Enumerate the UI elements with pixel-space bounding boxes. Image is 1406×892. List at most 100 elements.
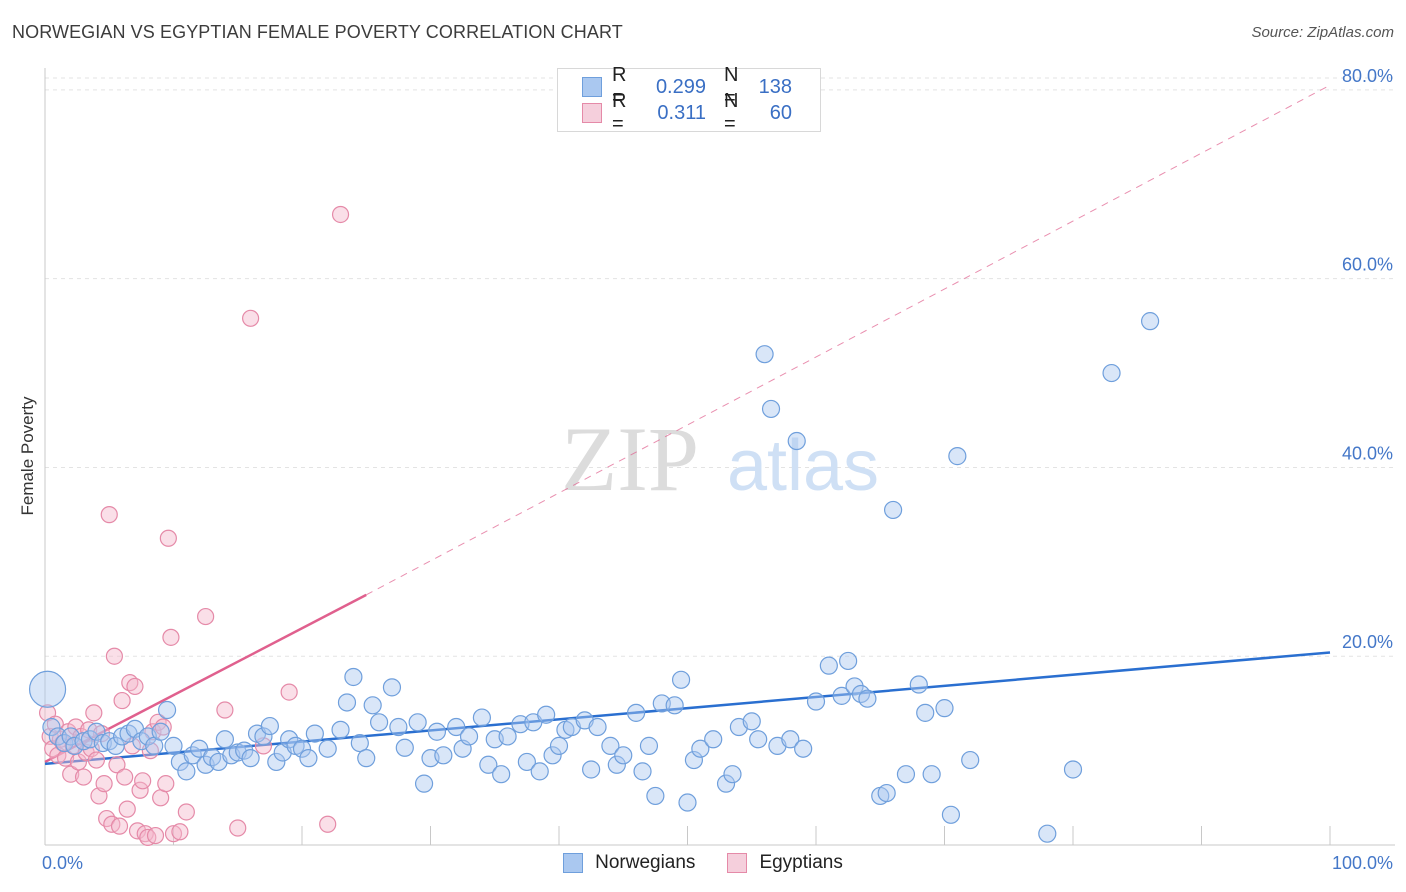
norwegians-point [389, 717, 408, 737]
chart-title: NORWEGIAN VS EGYPTIAN FEMALE POVERTY COR… [12, 22, 623, 42]
legend-row-norwegians: R = 0.299 N = 138 [582, 64, 792, 109]
watermark-atlas: atlas [727, 426, 879, 506]
egyptians-point [134, 772, 152, 790]
legend-n-label: N = [724, 90, 739, 135]
egyptians-point [164, 825, 183, 843]
series-swatch-egyptians [727, 853, 748, 873]
norwegians-point [164, 736, 183, 755]
norwegians-point [357, 749, 376, 768]
legend-r-label: R = [612, 64, 627, 109]
norwegians-point [292, 739, 312, 758]
norwegians-point [498, 727, 517, 746]
series-legend-norwegians: Norwegians [563, 852, 695, 874]
norwegians-point [761, 399, 781, 419]
norwegians-point [447, 717, 466, 737]
norwegians-point [459, 727, 479, 746]
norwegians-point [183, 746, 202, 765]
norwegians-point [941, 805, 961, 824]
norwegians-point [749, 730, 768, 749]
norwegians-point [883, 500, 903, 520]
norwegians-point [337, 693, 357, 712]
egyptians-point [100, 506, 118, 524]
egyptians-point [118, 800, 136, 818]
norwegians-point [742, 712, 761, 731]
norwegians-point [549, 736, 569, 755]
norwegians-point [806, 692, 826, 711]
norwegians-point [280, 730, 299, 749]
egyptians-point [177, 803, 195, 821]
norwegians-point [1063, 760, 1083, 779]
egyptians-point [216, 701, 234, 719]
norwegians-point [235, 741, 254, 760]
norwegians-point [704, 730, 723, 749]
norwegians-point [755, 345, 774, 364]
norwegians-point [646, 786, 665, 806]
norwegians-point [922, 765, 941, 784]
norwegians-point [832, 686, 851, 705]
egyptians-point [159, 529, 177, 547]
legend-row-egyptians: R = 0.311 N = 60 [582, 90, 792, 135]
egyptians-point [171, 823, 189, 841]
norwegians-point [639, 736, 659, 755]
egyptians-point [126, 677, 144, 696]
series-legend: Norwegians Egyptians [0, 852, 1406, 874]
norwegians-point [241, 749, 260, 768]
y-tick-label: 20.0% [1342, 632, 1393, 652]
norwegians-point [260, 716, 279, 736]
norwegians-point [28, 670, 67, 708]
watermark: ZIP atlas [561, 408, 879, 510]
norwegians-point [607, 755, 626, 774]
egyptians-point [331, 205, 350, 224]
norwegians-point [106, 736, 125, 755]
norwegians-point [344, 667, 363, 687]
norwegians-point [74, 732, 93, 751]
legend-n-value: 60 [769, 101, 792, 124]
norwegians-point [948, 447, 967, 466]
norwegians-point [819, 656, 838, 675]
tick-labels: 20.0% 40.0% 60.0% 80.0% 0.0% 100.0% [42, 66, 1393, 873]
egyptians-point [113, 691, 131, 710]
norwegians-point [678, 793, 697, 812]
norwegians-point [267, 752, 286, 772]
norwegians-point [299, 749, 318, 768]
norwegians-point [479, 755, 498, 774]
norwegians-point [691, 739, 710, 758]
egyptians-point [146, 826, 165, 845]
norwegians-trend-line [44, 651, 1331, 766]
egyptians-point [157, 775, 175, 793]
norwegians-points [28, 312, 1160, 843]
norwegians-point [87, 722, 106, 741]
egyptians-trend-line [44, 593, 367, 764]
norwegians-point [382, 678, 402, 697]
x-tick-label: 0.0% [42, 853, 83, 873]
x-tick-label: 100.0% [1332, 853, 1393, 873]
legend-n-label: N = [724, 64, 739, 109]
norwegians-point [671, 670, 691, 689]
norwegians-point [665, 696, 684, 715]
y-tick-label: 80.0% [1342, 66, 1393, 86]
norwegians-point [350, 733, 369, 753]
watermark-zip: ZIP [561, 408, 699, 510]
norwegians-point [781, 730, 800, 749]
egyptians-point [67, 718, 85, 736]
series-legend-egyptians: Egyptians [727, 852, 843, 874]
norwegians-point [614, 746, 633, 765]
norwegians-point [716, 774, 736, 793]
egyptians-point [85, 704, 103, 722]
norwegians-point [787, 431, 806, 451]
norwegians-point [408, 713, 427, 732]
norwegians-point [414, 774, 434, 793]
norwegians-point [370, 713, 389, 732]
norwegians-point [517, 752, 536, 772]
legend-n-value: 138 [758, 75, 792, 98]
norwegians-point [318, 739, 337, 758]
norwegians-point [55, 733, 74, 753]
legend-r-value: 0.311 [657, 101, 706, 124]
norwegians-point [877, 783, 896, 803]
norwegians-point [543, 746, 562, 765]
egyptians-point [62, 765, 80, 783]
norwegians-point [794, 739, 813, 758]
norwegians-point [961, 750, 980, 770]
egyptians-point [87, 751, 106, 769]
